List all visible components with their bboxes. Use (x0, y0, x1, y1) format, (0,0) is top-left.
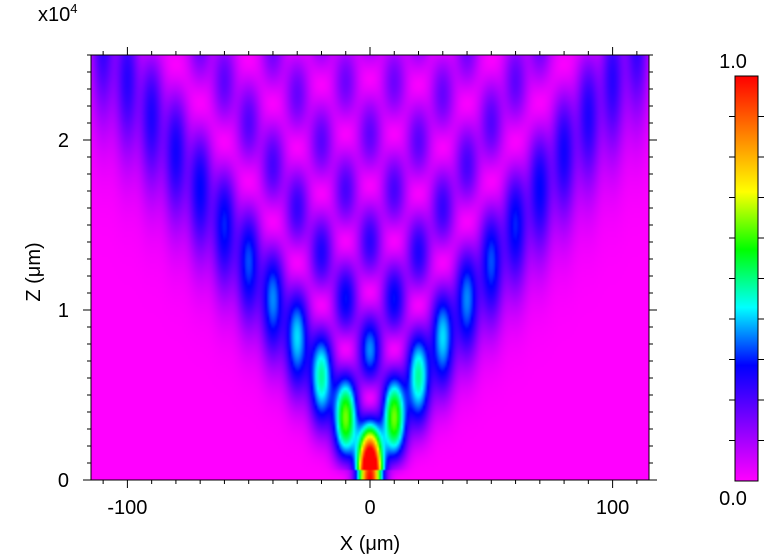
colorbar-gradient (734, 75, 759, 482)
y-multiplier: x104 (38, 1, 77, 26)
colorbar-min-label: 0.0 (719, 488, 747, 510)
colorbar-max-label: 1.0 (719, 51, 747, 73)
x-axis-title: X (μm) (340, 533, 400, 555)
y-axis-title: Z (μm) (23, 242, 45, 301)
colorbar: 1.0 0.0 (719, 51, 764, 510)
y-tick-label: 0 (58, 470, 69, 492)
x-tick-label: 0 (364, 497, 375, 519)
y-tick-labels: 0 1 2 (58, 130, 69, 492)
x-tick-label: 100 (596, 497, 629, 519)
axis-ticks (83, 47, 657, 488)
y-tick-label: 1 (58, 300, 69, 322)
heatmap-area (91, 55, 649, 480)
colorbar-ticks (729, 116, 764, 441)
heatmap-image (91, 55, 649, 480)
x-tick-label: -100 (107, 497, 147, 519)
x-tick-labels: -100 0 100 (107, 497, 629, 519)
y-tick-label: 2 (58, 130, 69, 152)
